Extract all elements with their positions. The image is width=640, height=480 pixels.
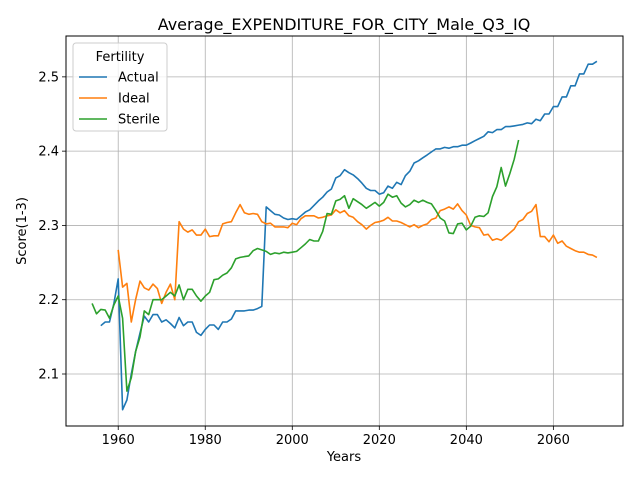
y-tick-label: 2.1 [38, 368, 59, 383]
series-lines [91, 60, 598, 411]
series-line-actual [100, 60, 598, 411]
x-axis-label: Years [326, 450, 362, 465]
x-tick-label: 1960 [102, 433, 135, 448]
x-tick-label: 2020 [363, 433, 396, 448]
y-axis-label: Score(1-3) [15, 197, 30, 265]
x-tick-label: 2040 [450, 433, 483, 448]
series-line-ideal [117, 203, 598, 323]
x-tick-label: 2060 [537, 433, 570, 448]
y-tick-label: 2.5 [38, 70, 59, 85]
legend: Fertility Actual Ideal Sterile [72, 42, 168, 132]
legend-entries: Actual Ideal Sterile [79, 71, 160, 128]
x-tick-label: 1980 [189, 433, 222, 448]
legend-box [72, 42, 168, 132]
y-tick-label: 2.4 [38, 145, 59, 160]
legend-title: Fertility [96, 50, 145, 65]
y-tick-label: 2.3 [38, 219, 59, 234]
x-tick-label: 2000 [276, 433, 309, 448]
legend-label-sterile: Sterile [118, 113, 160, 128]
y-tick-label: 2.2 [38, 293, 59, 308]
plot-frame [65, 35, 624, 427]
legend-label-actual: Actual [118, 71, 159, 86]
axis-ticks: 1960 1980 2000 2020 2040 2060 2.1 2.2 2.3 2.4 2.5 [38, 70, 570, 448]
legend-label-ideal: Ideal [118, 92, 150, 107]
series-line-sterile [91, 139, 520, 392]
chart-title: Average_EXPENDITURE_FOR_CITY_Male_Q3_IQ [158, 15, 531, 35]
